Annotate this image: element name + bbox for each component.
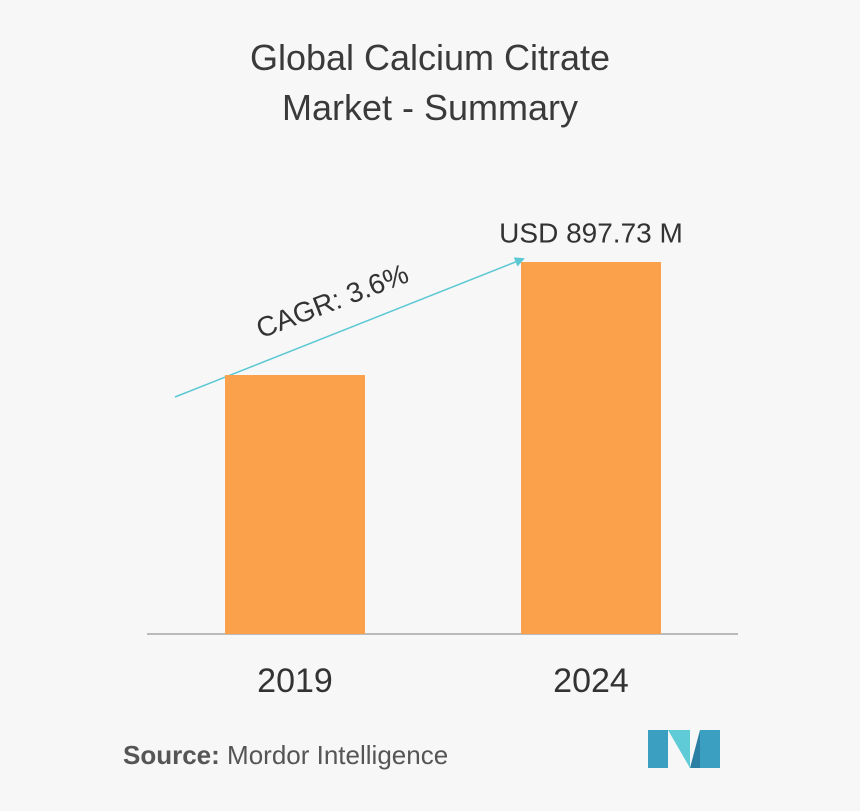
value-label: USD 897.73 M: [499, 217, 683, 248]
source: Source: Mordor Intelligence: [123, 740, 448, 771]
chart-title: Global Calcium Citrate Market - Summary: [249, 37, 611, 128]
bar: [225, 375, 365, 634]
bar: [521, 262, 661, 634]
x-tick-label: 2024: [553, 662, 629, 700]
cagr-annotation: CAGR: 3.6%: [252, 258, 413, 344]
source-text: Mordor Intelligence: [227, 740, 449, 770]
cagr-arrow: [174, 257, 525, 398]
x-tick-label: 2019: [257, 662, 333, 700]
source-label: Source:: [123, 740, 220, 770]
logo: [648, 730, 720, 768]
